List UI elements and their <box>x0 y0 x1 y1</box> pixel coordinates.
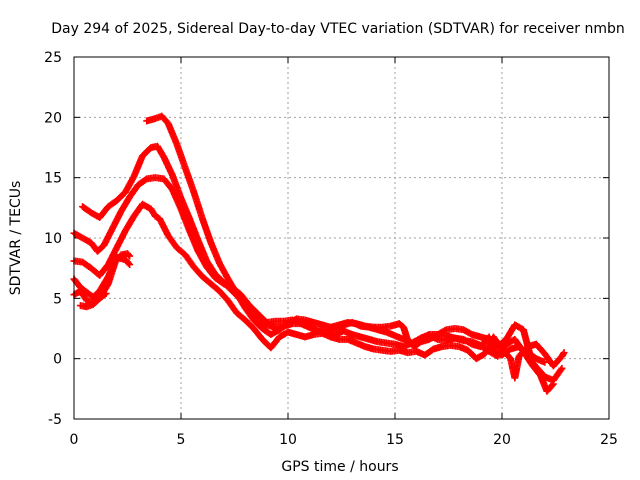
y-tick-label: 15 <box>44 171 62 187</box>
data-point <box>126 252 134 260</box>
y-axis-label: SDTVAR / TECUs <box>8 181 24 296</box>
y-tick-label: 5 <box>53 291 62 307</box>
data-point <box>560 349 568 357</box>
x-tick-label: 0 <box>70 432 79 448</box>
data-points <box>70 112 568 395</box>
x-tick-label: 20 <box>493 432 511 448</box>
data-point <box>558 364 566 372</box>
x-tick-label: 5 <box>177 432 186 448</box>
axis-ticks: 0 5 10 15 20 25 -5 0 5 10 15 20 25 <box>44 50 618 448</box>
series-track-4 <box>70 200 568 382</box>
data-point <box>125 251 133 259</box>
y-tick-label: 10 <box>44 231 62 247</box>
plot-frame <box>73 56 610 420</box>
y-tick-label: 25 <box>44 50 62 66</box>
y-tick-label: -5 <box>48 412 62 428</box>
x-tick-label: 10 <box>279 432 297 448</box>
x-axis-label: GPS time / hours <box>281 459 398 475</box>
y-tick-label: 0 <box>53 352 62 368</box>
series-track-7 <box>76 253 134 311</box>
x-tick-label: 25 <box>600 432 618 448</box>
x-tick-label: 15 <box>386 432 404 448</box>
data-point <box>557 366 565 374</box>
data-point <box>126 261 134 269</box>
chart-title: Day 294 of 2025, Sidereal Day-to-day VTE… <box>51 21 625 37</box>
series-track-3 <box>70 174 566 384</box>
y-tick-label: 20 <box>44 110 62 126</box>
data-point <box>125 259 133 267</box>
